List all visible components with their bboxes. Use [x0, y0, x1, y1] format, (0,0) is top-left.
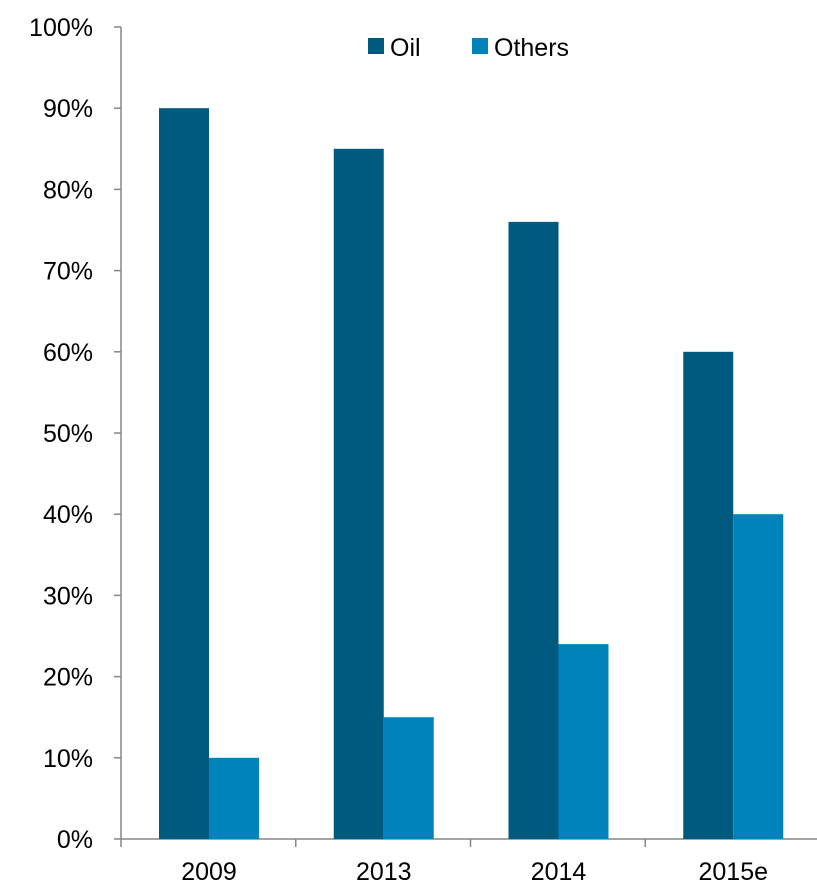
y-tick-label: 20% — [43, 664, 93, 692]
bar-oil-2009 — [159, 108, 209, 839]
x-tick-label: 2013 — [356, 858, 412, 886]
bar-others-2014 — [558, 644, 609, 839]
bar-oil-2013 — [333, 148, 384, 840]
y-tick-label: 10% — [43, 745, 93, 773]
x-axis: 2009 2013 2014 2015e — [120, 838, 817, 886]
x-tick-label: 2009 — [181, 858, 237, 886]
bar-oil-2014 — [508, 221, 559, 839]
y-tick-label: 40% — [43, 501, 93, 529]
legend-label-others: Others — [494, 34, 569, 62]
legend-swatch-others — [472, 38, 488, 54]
legend-swatch-oil — [368, 38, 384, 54]
y-axis: 0% 10% 20% 30% 40% 50% 60% 70% 80% 90% 100% — [29, 14, 122, 854]
bars — [159, 108, 784, 840]
y-tick-label: 80% — [43, 176, 93, 204]
x-tick-label: 2014 — [531, 858, 587, 886]
y-tick-label: 70% — [43, 258, 93, 286]
bar-others-2013 — [383, 717, 434, 839]
y-tick-label: 0% — [57, 826, 93, 854]
y-tick-label: 100% — [29, 14, 93, 42]
y-tick-label: 30% — [43, 582, 93, 610]
legend-label-oil: Oil — [390, 34, 421, 62]
y-tick-label: 60% — [43, 339, 93, 367]
y-tick-label: 90% — [43, 95, 93, 123]
legend: Oil Others — [368, 34, 569, 62]
y-tick-label: 50% — [43, 420, 93, 448]
bar-others-2009 — [209, 757, 259, 839]
bar-others-2015e — [733, 514, 784, 839]
bar-oil-2015e — [683, 351, 734, 839]
x-tick-label: 2015e — [698, 858, 768, 886]
